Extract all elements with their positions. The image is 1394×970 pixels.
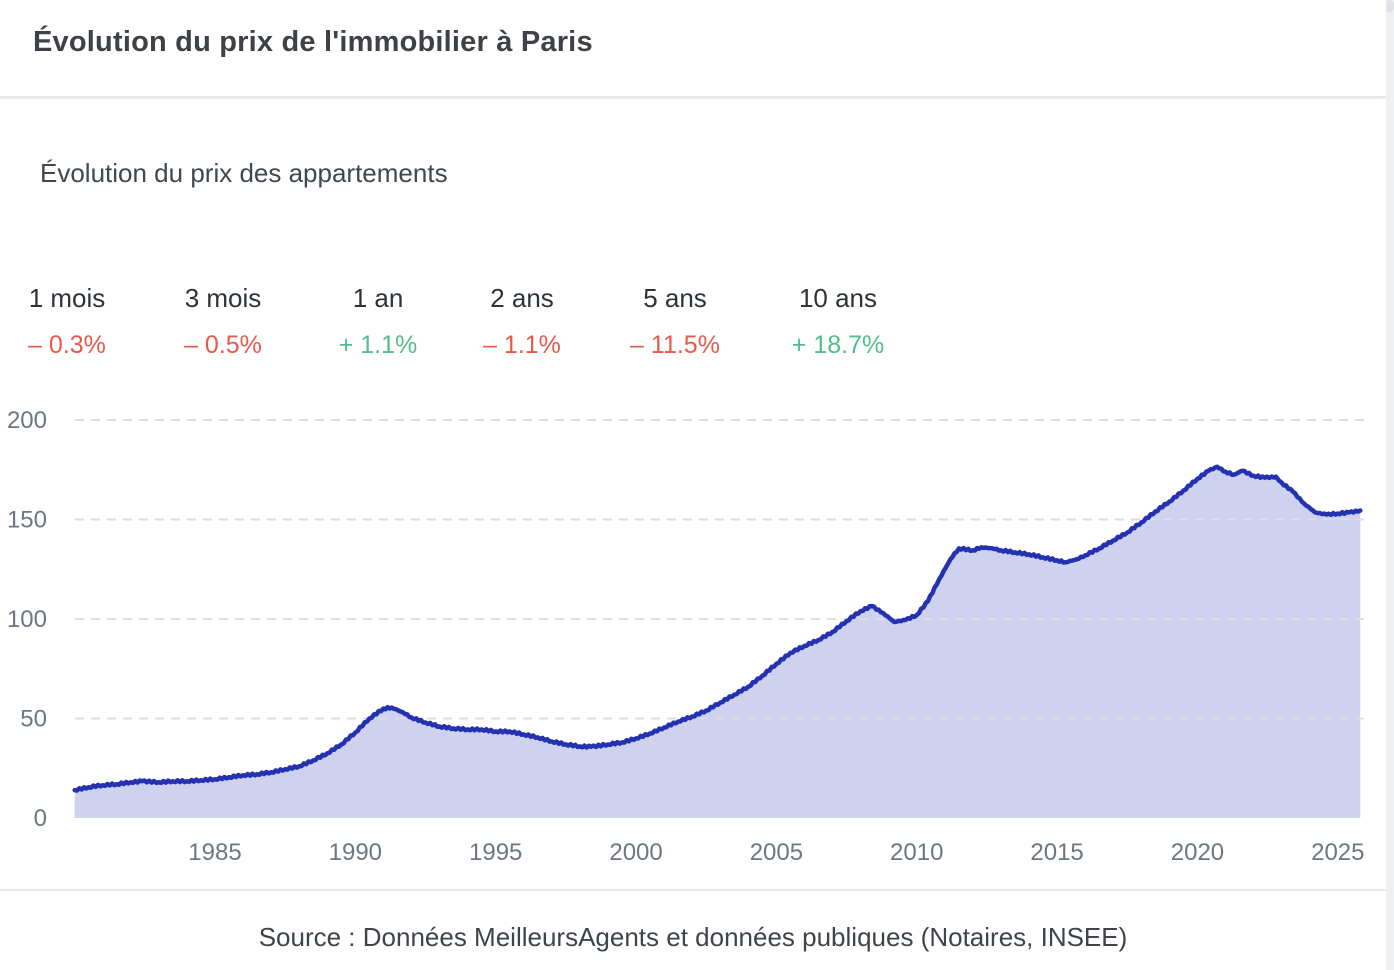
x-tick-label: 2020 bbox=[1171, 839, 1224, 866]
stat-label: 3 mois bbox=[184, 283, 262, 313]
source-note: Source : Données MeilleursAgents et donn… bbox=[258, 922, 1128, 952]
stat-value: – 0.5% bbox=[184, 331, 262, 359]
stat-label: 10 ans bbox=[798, 283, 878, 313]
footer-divider bbox=[0, 889, 1386, 891]
stat-2-ans: 2 ans – 1.1% bbox=[483, 283, 561, 360]
stat-value: – 1.1% bbox=[483, 331, 561, 359]
period-stats-row: 1 mois – 0.3% 3 mois – 0.5% 1 an + 1.1% 2 ans –… bbox=[0, 283, 1000, 373]
stat-5-ans: 5 ans – 11.5% bbox=[630, 283, 720, 360]
stat-value: – 0.3% bbox=[28, 331, 106, 359]
y-axis-ticks: 0 50 100 150 200 bbox=[7, 407, 47, 832]
gridlines bbox=[75, 419, 1367, 720]
stat-label: 1 an bbox=[352, 283, 404, 313]
x-tick-label: 1985 bbox=[188, 839, 241, 866]
page-title: Évolution du prix de l'immobilier à Pari… bbox=[33, 26, 593, 58]
stat-label: 2 ans bbox=[490, 283, 554, 313]
x-tick-label: 2015 bbox=[1030, 839, 1083, 866]
y-tick-label: 150 bbox=[7, 507, 47, 534]
y-tick-label: 200 bbox=[7, 407, 47, 434]
stat-10-ans: 10 ans + 18.7% bbox=[792, 283, 884, 360]
scrollbar-track[interactable] bbox=[1386, 0, 1394, 970]
y-tick-label: 0 bbox=[34, 805, 47, 832]
stat-3-mois: 3 mois – 0.5% bbox=[184, 283, 262, 360]
x-tick-label: 2010 bbox=[890, 839, 943, 866]
stat-value: + 18.7% bbox=[791, 331, 885, 359]
stat-1-an: 1 an + 1.1% bbox=[339, 283, 418, 360]
scrollbar-thumb[interactable] bbox=[1386, 0, 1394, 12]
x-tick-label: 2000 bbox=[609, 839, 662, 866]
price-chart: 0 50 100 150 200 1985 1990 1995 2000 2005 2010 2015… bbox=[0, 395, 1394, 875]
price-area-chart-svg: 0 50 100 150 200 1985 1990 1995 2000 2005 2010 2015… bbox=[7, 407, 1367, 866]
stat-value: + 1.1% bbox=[338, 331, 418, 359]
x-tick-label: 1995 bbox=[469, 839, 522, 866]
y-tick-label: 50 bbox=[20, 706, 47, 733]
chart-subtitle: Évolution du prix des appartements bbox=[40, 158, 448, 188]
stat-label: 1 mois bbox=[28, 283, 106, 313]
y-tick-label: 100 bbox=[7, 606, 47, 633]
header-divider bbox=[0, 96, 1386, 99]
stat-1-mois: 1 mois – 0.3% bbox=[28, 283, 106, 360]
x-axis-ticks: 1985 1990 1995 2000 2005 2010 2015 2020 2025 bbox=[188, 839, 1364, 866]
stat-value: – 11.5% bbox=[630, 331, 720, 359]
price-area-fill bbox=[74, 466, 1361, 818]
x-tick-label: 1990 bbox=[329, 839, 382, 866]
x-tick-label: 2005 bbox=[750, 839, 803, 866]
stat-label: 5 ans bbox=[643, 283, 707, 313]
price-line bbox=[72, 464, 1363, 793]
x-tick-label: 2025 bbox=[1311, 839, 1364, 866]
